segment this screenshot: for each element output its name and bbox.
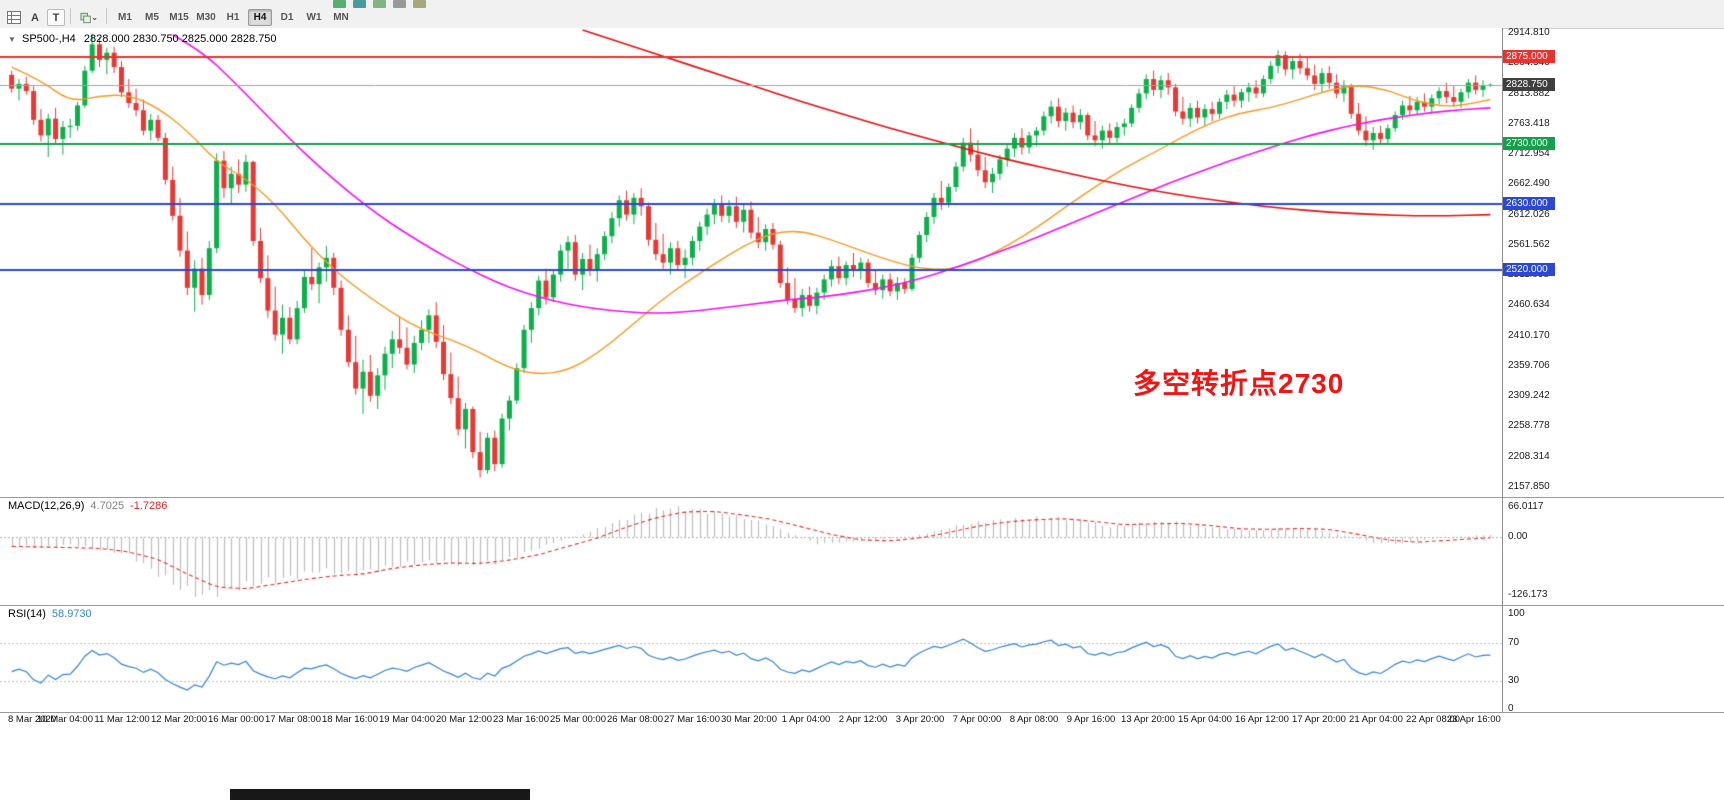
chart-title: ▼ SP500-,H4 2828.000 2830.750 2825.000 2…: [8, 33, 277, 45]
time-axis-label: 19 Mar 04:00: [379, 714, 435, 725]
objects-list-icon[interactable]: [3, 9, 25, 26]
macd-name: MACD(12,26,9): [8, 500, 85, 512]
timeframe-button-d1[interactable]: D1: [275, 9, 299, 26]
rsi-axis-label: 0: [1508, 703, 1514, 714]
price-axis-label: 2460.634: [1508, 299, 1550, 311]
rsi-axis-label: 100: [1508, 608, 1525, 619]
macd-canvas[interactable]: [0, 498, 1502, 604]
time-axis-label: 30 Mar 20:00: [721, 714, 777, 725]
macd-signal-value: -1.7286: [130, 500, 168, 512]
chart-ohlc-values: 2828.000 2830.750 2825.000 2828.750: [83, 33, 277, 45]
price-axis-separator: [1502, 28, 1503, 712]
chevron-down-icon: ⌄: [91, 13, 98, 22]
time-axis-label: 18 Mar 16:00: [322, 714, 378, 725]
symbol-dropdown-icon[interactable]: ▼: [8, 35, 16, 44]
rsi-axis-label: 70: [1508, 636, 1520, 648]
price-axis-label: 2712.954: [1508, 148, 1550, 160]
main-chart-canvas[interactable]: [0, 28, 1502, 497]
price-axis-label: 2612.026: [1508, 208, 1550, 220]
text-label-tool-button[interactable]: A: [26, 9, 44, 26]
price-axis-label: 2561.562: [1508, 238, 1550, 250]
time-axis-label: 21 Apr 04:00: [1349, 714, 1403, 725]
timeframe-button-h4[interactable]: H4: [248, 9, 272, 26]
time-axis-label: 23 Apr 16:00: [1446, 714, 1501, 725]
time-axis-label: 12 Mar 20:00: [151, 714, 207, 725]
macd-main-value: 4.7025: [90, 500, 125, 512]
time-axis-label: 3 Apr 20:00: [895, 714, 945, 725]
macd-axis-label: 66.0117: [1508, 500, 1544, 512]
price-axis-label: 2763.418: [1508, 117, 1550, 129]
time-axis-label: 2 Apr 12:00: [838, 714, 888, 725]
rsi-axis-label: 30: [1508, 674, 1520, 686]
chart-symbol-period: SP500-,H4: [21, 33, 76, 45]
price-axis-label: 2309.242: [1508, 390, 1550, 402]
price-axis-label: 2813.882: [1508, 87, 1550, 99]
time-axis-label: 27 Mar 16:00: [664, 714, 720, 725]
time-axis-label: 20 Mar 12:00: [436, 714, 492, 725]
timeframe-button-h1[interactable]: H1: [221, 9, 245, 26]
price-axis-label: 2662.490: [1508, 178, 1550, 190]
time-axis-label: 26 Mar 08:00: [607, 714, 663, 725]
time-axis-label: 22 Apr 08:00: [1406, 714, 1460, 725]
candlestick-chart-icon[interactable]: [353, 0, 366, 8]
price-axis-label: 2258.778: [1508, 420, 1550, 432]
timeframe-button-m5[interactable]: M5: [140, 9, 164, 26]
current-price-tag: 2828.750: [1503, 77, 1555, 91]
timeframe-button-m30[interactable]: M30: [194, 9, 218, 26]
rsi-name: RSI(14): [8, 608, 46, 620]
time-axis-label: 16 Mar 00:00: [208, 714, 264, 725]
time-axis-label: 9 Apr 16:00: [1066, 714, 1116, 725]
time-axis-label: 25 Mar 00:00: [550, 714, 606, 725]
time-axis-label: 8 Mar 2020: [8, 714, 57, 725]
timeframe-button-m1[interactable]: M1: [113, 9, 137, 26]
time-axis-label: 8 Apr 08:00: [1009, 714, 1059, 725]
indicators-dropdown-button[interactable]: ⌄: [76, 9, 102, 26]
toolbar-separator: [70, 8, 71, 24]
time-axis-label: 16 Apr 12:00: [1235, 714, 1289, 725]
price-axis-label: 2359.706: [1508, 359, 1550, 371]
toolbar: A T ⌄ M1 M5 M15 M30 H1 H4 D1 W1 MN: [0, 0, 1724, 29]
template-tool-button[interactable]: T: [47, 9, 65, 26]
macd-label: MACD(12,26,9) 4.7025 -1.7286: [8, 500, 167, 512]
timeframe-button-m15[interactable]: M15: [167, 9, 191, 26]
price-axis-label: 2208.314: [1508, 450, 1550, 462]
timeframe-button-w1[interactable]: W1: [302, 9, 326, 26]
time-axis-label: 15 Apr 04:00: [1178, 714, 1232, 725]
line-chart-icon[interactable]: [373, 0, 386, 8]
time-axis-label: 13 Apr 20:00: [1121, 714, 1175, 725]
time-axis-label: 10 Mar 04:00: [37, 714, 93, 725]
price-tag: 2875.000: [1503, 49, 1555, 63]
time-axis-label: 17 Mar 08:00: [265, 714, 321, 725]
macd-axis-label: 0.00: [1508, 531, 1528, 543]
taskbar-fragment[interactable]: [230, 789, 530, 800]
price-axis-label: 2157.850: [1508, 481, 1550, 492]
time-axis-label: 1 Apr 04:00: [781, 714, 831, 725]
rsi-canvas[interactable]: [0, 606, 1502, 712]
time-axis-label: 17 Apr 20:00: [1292, 714, 1346, 725]
panel-separator[interactable]: [0, 605, 1724, 606]
price-axis-label: 2410.170: [1508, 329, 1550, 341]
price-tag: 2730.000: [1503, 136, 1555, 150]
layers-icon: [80, 12, 91, 23]
time-axis-label: 7 Apr 00:00: [952, 714, 1002, 725]
chart-text-annotation[interactable]: 多空转折点2730: [1133, 368, 1345, 399]
toolbar-separator: [106, 8, 107, 24]
price-tag: 2520.000: [1503, 262, 1555, 276]
macd-axis-label: -126.173: [1508, 589, 1548, 601]
price-axis-label: 2914.810: [1508, 27, 1550, 38]
panel-separator[interactable]: [0, 497, 1724, 498]
bar-chart-icon[interactable]: [333, 0, 346, 8]
time-axis-label: 11 Mar 12:00: [94, 714, 150, 725]
time-axis-label: 23 Mar 16:00: [493, 714, 549, 725]
rsi-value: 58.9730: [51, 608, 92, 620]
zoom-out-icon[interactable]: [413, 0, 426, 8]
zoom-in-icon[interactable]: [393, 0, 406, 8]
panel-separator: [0, 712, 1724, 713]
grid-icon: [7, 11, 21, 24]
price-tag: 2630.000: [1503, 196, 1555, 210]
rsi-label: RSI(14) 58.9730: [8, 608, 92, 620]
timeframe-button-mn[interactable]: MN: [329, 9, 353, 26]
